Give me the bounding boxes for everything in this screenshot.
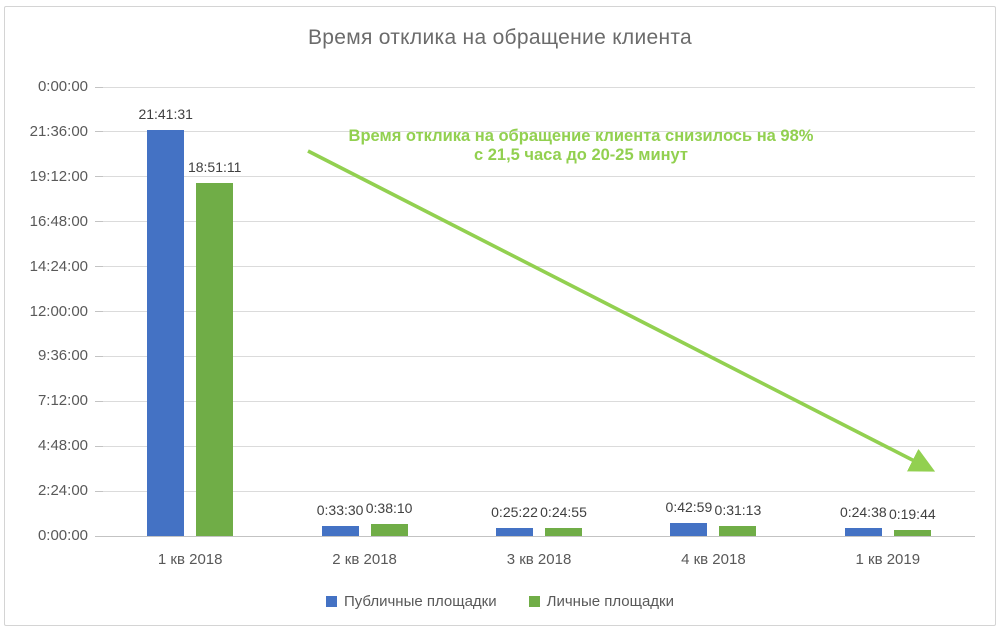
- x-axis-category-label: 1 кв 2019: [855, 551, 921, 568]
- gridline: [103, 490, 975, 492]
- y-axis-tick: [95, 445, 103, 447]
- gridline: [103, 445, 975, 447]
- y-axis-tick-label: 0:00:00: [37, 78, 88, 95]
- bar-data-label: 18:51:11: [187, 159, 242, 176]
- bar-public: [321, 525, 359, 536]
- y-axis-tick-label: 0:00:00: [37, 527, 88, 544]
- y-axis-tick: [95, 535, 103, 537]
- bar-public: [147, 130, 185, 536]
- y-axis-tick-label: 19:12:00: [29, 167, 88, 185]
- y-axis-tick-label: 21:36:00: [29, 122, 88, 140]
- legend-item: Личные площадки: [528, 593, 675, 610]
- y-axis-tick: [95, 266, 103, 268]
- y-axis-tick-label: 16:48:00: [29, 212, 88, 230]
- bar-data-label: 0:19:44: [888, 505, 936, 522]
- gridline: [103, 400, 975, 402]
- gridline: [103, 535, 975, 537]
- y-axis-tick-label: 12:00:00: [29, 302, 88, 320]
- bar-personal: [370, 524, 408, 536]
- annotation: Время отклика на обращение клиента снизи…: [300, 127, 862, 165]
- gridline: [103, 221, 975, 223]
- y-axis-tick: [95, 131, 103, 133]
- y-axis-tick: [95, 311, 103, 312]
- y-axis-tick: [95, 400, 103, 402]
- y-axis-tick-label: 2:24:00: [37, 482, 88, 500]
- y-axis-tick: [95, 221, 103, 223]
- trend-arrow-line: [307, 149, 936, 472]
- bar-personal: [545, 528, 582, 536]
- x-axis-category-label: 3 кв 2018: [506, 551, 572, 568]
- gridline: [103, 266, 975, 268]
- bar-data-label: 0:24:55: [540, 504, 587, 521]
- bar-data-label: 21:41:31: [138, 106, 193, 123]
- bar-public: [844, 528, 882, 536]
- y-axis-tick-label: 7:12:00: [37, 392, 88, 410]
- y-axis-tick-label: 14:24:00: [29, 257, 88, 275]
- bar-data-label: 0:38:10: [365, 500, 413, 517]
- bar-public: [496, 528, 533, 536]
- x-axis-category-label: 4 кв 2018: [681, 551, 746, 568]
- gridline: [103, 311, 975, 312]
- y-axis-tick: [95, 490, 103, 492]
- bar-personal: [719, 526, 757, 536]
- legend-swatch-icon: [325, 596, 337, 607]
- bar-data-label: 0:24:38: [839, 504, 887, 521]
- legend-swatch-icon: [528, 596, 540, 607]
- legend-label: Публичные площадки: [343, 593, 497, 610]
- gridline: [103, 355, 975, 357]
- chart-title: Время отклика на обращение клиента: [307, 26, 693, 49]
- bar-public: [670, 522, 708, 536]
- y-axis-tick-label: 9:36:00: [37, 347, 88, 365]
- bar-data-label: 0:33:30: [316, 501, 364, 518]
- legend: Публичные площадки Личные площадки: [0, 593, 1000, 610]
- legend-item: Публичные площадки: [325, 593, 497, 610]
- gridline: [103, 131, 975, 133]
- y-axis-tick: [95, 355, 103, 357]
- bar-personal: [893, 529, 931, 536]
- bar-data-label: 0:31:13: [714, 502, 762, 519]
- gridline: [103, 86, 975, 88]
- y-axis-tick: [95, 86, 103, 88]
- y-axis-tick: [95, 176, 103, 178]
- x-axis-category-label: 2 кв 2018: [332, 551, 397, 568]
- x-axis-category-label: 1 кв 2018: [157, 551, 223, 568]
- bar-data-label: 0:42:59: [665, 498, 713, 515]
- legend-label: Личные площадки: [546, 593, 675, 610]
- annotation-line-1: Время отклика на обращение клиента снизи…: [348, 127, 814, 145]
- annotation-line-2: с 21,5 часа до 20-25 минут: [473, 146, 689, 164]
- y-axis-tick-label: 4:48:00: [37, 437, 88, 455]
- bar-personal: [196, 183, 234, 536]
- bar-data-label: 0:25:22: [491, 504, 538, 521]
- gridline: [103, 176, 975, 178]
